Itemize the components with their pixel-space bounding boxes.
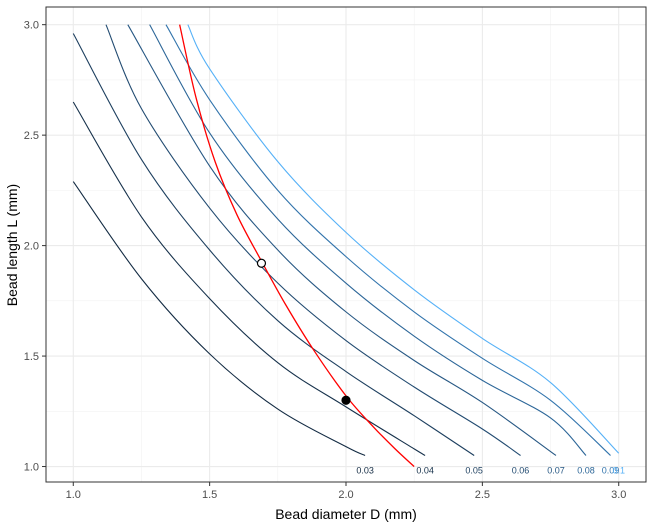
y-tick-label: 3.0: [24, 20, 39, 32]
x-tick-label: 2.5: [475, 489, 490, 501]
x-axis-title: Bead diameter D (mm): [275, 506, 417, 522]
plot-panel: 0.03 0.04 0.05 0.06 0.07 0.08 0.090.1: [45, 6, 647, 483]
contour-line-0.05: [72, 33, 475, 456]
red-curve: [179, 24, 415, 468]
contour-line-0.04: [72, 101, 426, 456]
contour-lines: [72, 24, 620, 456]
contour-line-0.09: [165, 24, 611, 456]
contour-line-0.07: [127, 24, 557, 456]
contour-label-0.07: 0.07: [547, 466, 565, 476]
x-tick-label: 1.0: [66, 489, 81, 501]
y-tick-label: 2.5: [24, 130, 39, 142]
contour-line-0.08: [149, 24, 587, 456]
filled-point-marker: [341, 395, 351, 405]
x-tick-label: 1.5: [202, 489, 217, 501]
contour-line-0.06: [105, 24, 521, 456]
markers: [256, 258, 351, 405]
contour-label-0.08: 0.08: [577, 466, 595, 476]
open-point-marker: [256, 258, 267, 268]
x-tick-label: 2.0: [338, 489, 353, 501]
contour-label-0.1: 0.1: [612, 466, 625, 476]
y-axis-ticks: 1.0 1.5 2.0 2.5 3.0: [24, 20, 46, 474]
contour-label-0.09: 0.09: [602, 466, 620, 476]
contour-line-0.1: [187, 24, 620, 454]
y-tick-label: 2.0: [24, 241, 39, 253]
y-tick-label: 1.5: [24, 351, 39, 363]
y-tick-label: 1.0: [24, 462, 39, 474]
contour-label-0.04: 0.04: [416, 466, 434, 476]
contour-line-0.03: [72, 181, 366, 456]
y-axis-title: Bead length L (mm): [4, 184, 20, 306]
contour-label-0.03: 0.03: [356, 466, 374, 476]
contour-label-0.06: 0.06: [512, 466, 530, 476]
contour-labels: 0.03 0.04 0.05 0.06 0.07 0.08 0.090.1: [356, 466, 625, 476]
x-tick-label: 3.0: [611, 489, 626, 501]
contour-label-0.05: 0.05: [465, 466, 483, 476]
x-axis-ticks: 1.0 1.5 2.0 2.5 3.0: [66, 482, 626, 501]
